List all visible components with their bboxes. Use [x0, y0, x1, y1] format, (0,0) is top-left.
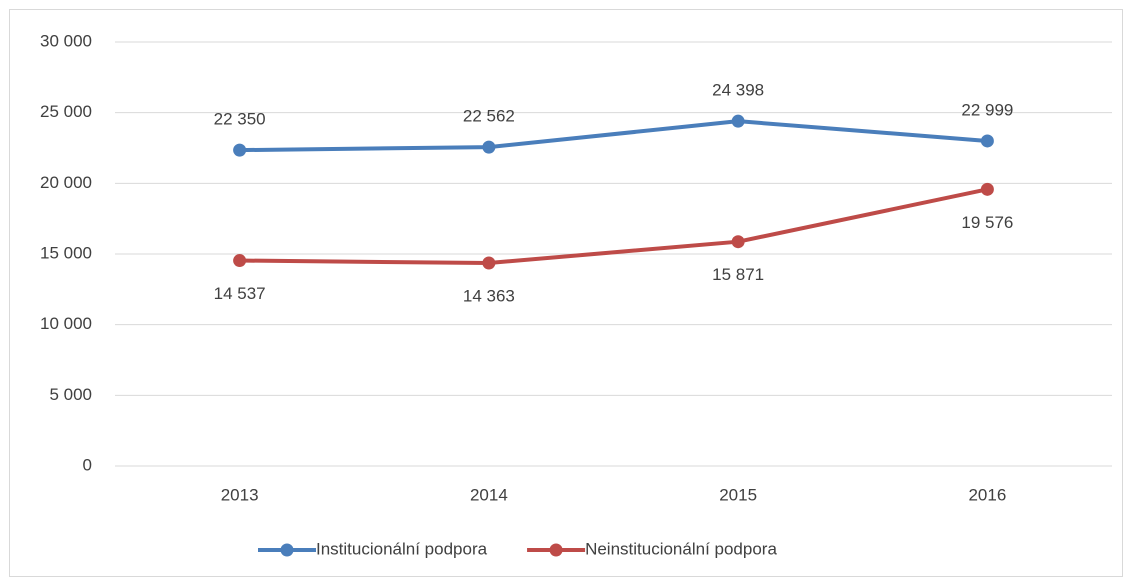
data-label: 14 537	[214, 284, 266, 303]
series-marker	[482, 140, 496, 154]
data-label: 22 562	[463, 107, 515, 126]
series-marker	[731, 235, 745, 249]
series-line	[239, 119, 988, 153]
y-tick-label: 25 000	[40, 102, 92, 121]
data-label: 19 576	[961, 213, 1013, 232]
y-tick-label: 20 000	[40, 173, 92, 192]
series-marker	[233, 254, 247, 268]
y-tick-label: 30 000	[40, 31, 92, 50]
x-tick-label: 2013	[221, 485, 259, 504]
data-label: 24 398	[712, 81, 764, 100]
legend-label: Institucionální podpora	[316, 539, 488, 558]
data-label: 14 363	[463, 286, 515, 305]
x-tick-label: 2016	[968, 485, 1006, 504]
y-tick-label: 10 000	[40, 314, 92, 333]
series-marker	[980, 182, 994, 196]
series-marker	[233, 143, 247, 157]
legend-marker	[549, 543, 563, 557]
legend-label: Neinstitucionální podpora	[585, 539, 777, 558]
data-label: 22 350	[214, 110, 266, 129]
x-tick-label: 2015	[719, 485, 757, 504]
series-marker	[731, 114, 745, 128]
series-marker	[482, 256, 496, 270]
y-tick-label: 0	[83, 455, 92, 474]
chart-border	[9, 9, 1123, 577]
data-label: 15 871	[712, 265, 764, 284]
data-label: 22 999	[961, 100, 1013, 119]
series-marker	[980, 134, 994, 148]
y-tick-label: 5 000	[49, 385, 92, 404]
legend-marker	[280, 543, 294, 557]
series-line	[239, 187, 988, 266]
x-tick-label: 2014	[470, 485, 508, 504]
y-tick-label: 15 000	[40, 243, 92, 262]
